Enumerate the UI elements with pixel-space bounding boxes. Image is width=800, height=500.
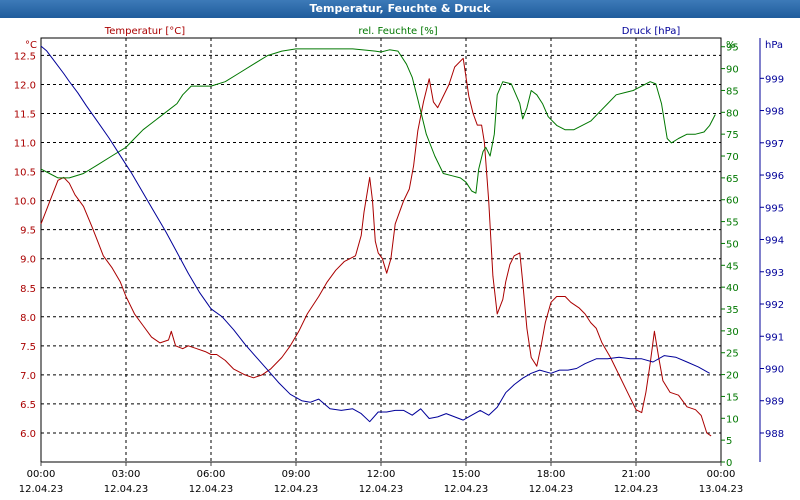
x-tick-label-time: 18:00 xyxy=(537,469,566,480)
x-tick-label-date: 13.04.23 xyxy=(699,484,744,495)
x-tick-label-time: 12:00 xyxy=(367,469,396,480)
right-axis-tick-label: 988 xyxy=(765,429,784,440)
middle-axis-tick-label: 55 xyxy=(726,218,739,229)
left-axis-tick-label: 11.0 xyxy=(14,139,36,150)
middle-axis-tick-label: 15 xyxy=(726,392,739,403)
right-axis-tick-label: 990 xyxy=(765,364,784,375)
temperature-line xyxy=(40,57,712,437)
middle-axis-tick-label: 50 xyxy=(726,239,739,250)
middle-axis-tick-label: 20 xyxy=(726,371,739,382)
window-title: Temperatur, Feuchte & Druck xyxy=(0,0,800,18)
right-axis-tick-label: 992 xyxy=(765,300,784,311)
left-axis-tick-label: 6.0 xyxy=(20,429,36,440)
right-axis-tick-label: 994 xyxy=(765,236,784,247)
left-axis-unit: °C xyxy=(25,40,37,51)
middle-axis-tick-label: 10 xyxy=(726,414,739,425)
pressure-line xyxy=(40,45,710,423)
x-tick-label-time: 15:00 xyxy=(452,469,481,480)
left-axis-tick-label: 8.5 xyxy=(20,284,36,295)
left-axis-tick-label: 10.0 xyxy=(14,197,36,208)
left-axis-tick-label: 9.5 xyxy=(20,226,36,237)
right-axis-tick-label: 991 xyxy=(765,332,784,343)
x-tick-label-date: 12.04.23 xyxy=(189,484,234,495)
x-tick-label-date: 12.04.23 xyxy=(444,484,489,495)
middle-axis-unit: % xyxy=(726,40,736,51)
middle-axis-tick-label: 70 xyxy=(726,152,739,163)
x-tick-label-time: 21:00 xyxy=(622,469,651,480)
right-axis-tick-label: 989 xyxy=(765,397,784,408)
left-axis-tick-label: 11.5 xyxy=(14,110,36,121)
x-tick-label-time: 00:00 xyxy=(707,469,736,480)
right-axis-tick-label: 996 xyxy=(765,171,784,182)
left-axis-tick-label: 12.0 xyxy=(14,80,36,91)
middle-axis-tick-label: 80 xyxy=(726,108,739,119)
x-tick-label-time: 00:00 xyxy=(27,469,56,480)
x-tick-label-date: 12.04.23 xyxy=(529,484,574,495)
middle-axis-tick-label: 0 xyxy=(726,458,732,469)
right-axis-tick-label: 995 xyxy=(765,203,784,214)
x-tick-label-date: 12.04.23 xyxy=(274,484,319,495)
right-axis-tick-label: 997 xyxy=(765,139,784,150)
left-axis-tick-label: 9.0 xyxy=(20,255,36,266)
x-tick-label-time: 09:00 xyxy=(282,469,311,480)
middle-axis-tick-label: 35 xyxy=(726,305,739,316)
left-axis-tick-label: 8.0 xyxy=(20,313,36,324)
middle-axis-tick-label: 45 xyxy=(726,261,739,272)
left-axis-tick-label: 10.5 xyxy=(14,168,36,179)
left-axis-tick-label: 7.0 xyxy=(20,371,36,382)
right-axis-tick-label: 998 xyxy=(765,107,784,118)
humidity-line xyxy=(40,48,716,194)
x-tick-label-date: 12.04.23 xyxy=(104,484,149,495)
middle-axis-tick-label: 30 xyxy=(726,327,739,338)
middle-axis-tick-label: 95 xyxy=(726,43,739,54)
middle-axis-tick-label: 40 xyxy=(726,283,739,294)
left-axis-tick-label: 6.5 xyxy=(20,400,36,411)
left-axis-tick-label: 7.5 xyxy=(20,342,36,353)
x-tick-label-date: 12.04.23 xyxy=(19,484,64,495)
right-axis-tick-label: 999 xyxy=(765,74,784,85)
x-tick-label-time: 06:00 xyxy=(197,469,226,480)
left-axis-tick-label: 12.5 xyxy=(14,51,36,62)
middle-axis-tick-label: 85 xyxy=(726,86,739,97)
middle-axis-tick-label: 75 xyxy=(726,130,739,141)
x-tick-label-date: 12.04.23 xyxy=(614,484,659,495)
right-axis-tick-label: 993 xyxy=(765,268,784,279)
legend-temperature: Temperatur [°C] xyxy=(104,26,185,37)
middle-axis-tick-label: 60 xyxy=(726,196,739,207)
x-tick-label-time: 03:00 xyxy=(112,469,141,480)
legend-pressure: Druck [hPa] xyxy=(622,26,681,37)
x-tick-label-date: 12.04.23 xyxy=(359,484,404,495)
right-axis-unit: hPa xyxy=(765,40,783,51)
middle-axis-tick-label: 25 xyxy=(726,349,739,360)
middle-axis-tick-label: 5 xyxy=(726,436,732,447)
middle-axis-tick-label: 65 xyxy=(726,174,739,185)
middle-axis-tick-label: 90 xyxy=(726,65,739,76)
legend-humidity: rel. Feuchte [%] xyxy=(358,26,437,37)
